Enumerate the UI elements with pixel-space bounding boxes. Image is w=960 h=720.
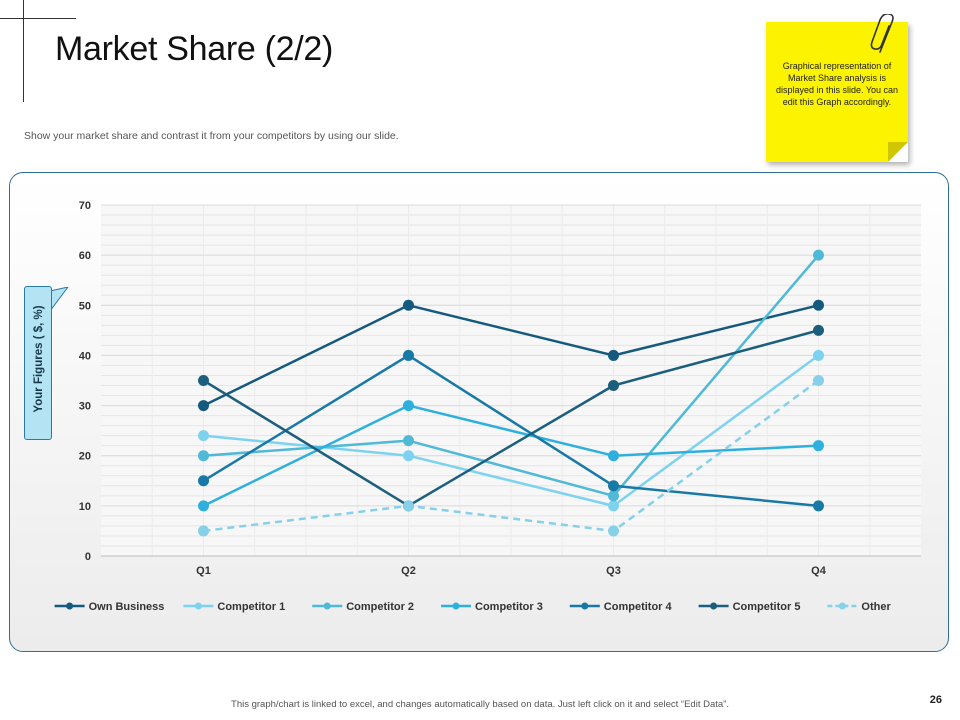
legend-marker-competitor-5 [710,603,717,610]
y-tick-label: 20 [79,451,91,463]
legend-label-competitor-4: Competitor 4 [604,601,673,613]
legend-marker-competitor-2 [324,603,331,610]
data-point-competitor-2 [608,490,619,501]
chart-panel: 0 10 20 30 40 50 60 70 Q1 Q2 Q3 Q4 Own Business Compe… [9,172,949,652]
data-point-other [198,525,209,536]
data-point-competitor-4 [198,475,209,486]
y-tick-label: 0 [85,551,91,563]
ylabel-callout: Your Figures ( $, %) [24,286,52,440]
legend-label-competitor-2: Competitor 2 [346,601,414,613]
data-point-competitor-4 [403,350,414,361]
data-point-competitor-3 [813,440,824,451]
y-tick-label: 60 [79,250,91,262]
page-number: 26 [930,694,942,706]
corner-line-vertical [23,0,24,102]
legend-marker-other [839,603,846,610]
corner-line-horizontal [0,18,76,19]
x-tick-label: Q3 [606,565,621,577]
data-point-competitor-4 [608,480,619,491]
x-tick-label: Q4 [811,565,827,577]
data-point-competitor-1 [608,500,619,511]
line-chart: 0 10 20 30 40 50 60 70 Q1 Q2 Q3 Q4 Own Business Compe… [10,173,948,651]
legend-label-own-business: Own Business [89,601,165,613]
legend-marker-competitor-1 [195,603,202,610]
page-subtitle: Show your market share and contrast it f… [24,130,399,142]
y-axis-label: Your Figures ( $, %) [33,281,45,437]
data-point-competitor-4 [813,500,824,511]
data-point-competitor-1 [198,430,209,441]
footer-note: This graph/chart is linked to excel, and… [0,699,960,710]
sticky-note-text: Graphical representation of Market Share… [774,60,900,108]
data-point-other [813,375,824,386]
data-point-other [403,500,414,511]
data-point-competitor-3 [403,400,414,411]
y-tick-label: 50 [79,300,91,312]
data-point-competitor-5 [813,325,824,336]
data-point-own-business [403,300,414,311]
data-point-own-business [198,400,209,411]
x-tick-label: Q1 [196,565,211,577]
paperclip-icon [870,14,902,60]
data-point-competitor-2 [198,450,209,461]
legend-marker-competitor-3 [453,603,460,610]
data-point-competitor-2 [403,435,414,446]
data-point-other [608,525,619,536]
y-tick-label: 40 [79,350,91,362]
y-tick-label: 10 [79,501,91,513]
data-point-competitor-1 [813,350,824,361]
data-point-competitor-2 [813,250,824,261]
data-point-competitor-1 [403,450,414,461]
sticky-note-fold [888,142,908,162]
data-point-competitor-5 [608,380,619,391]
x-tick-label: Q2 [401,565,416,577]
legend-label-other: Other [861,601,891,613]
legend-marker-own-business [66,603,73,610]
y-tick-label: 70 [79,200,91,212]
data-point-own-business [608,350,619,361]
data-point-competitor-3 [198,500,209,511]
legend-label-competitor-1: Competitor 1 [217,601,285,613]
ylabel-callout-tail [50,287,70,315]
legend-label-competitor-5: Competitor 5 [733,601,801,613]
data-point-competitor-5 [198,375,209,386]
data-point-competitor-3 [608,450,619,461]
legend-label-competitor-3: Competitor 3 [475,601,543,613]
page-title: Market Share (2/2) [55,30,333,69]
data-point-own-business [813,300,824,311]
y-tick-label: 30 [79,401,91,413]
legend-marker-competitor-4 [581,603,588,610]
